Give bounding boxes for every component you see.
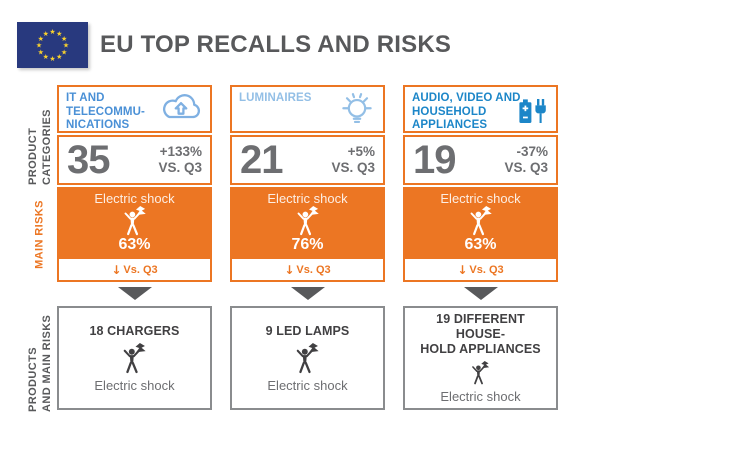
product-risk-label: Electric shock — [440, 389, 521, 404]
product-box: 19 DIFFERENT HOUSE- HOLD APPLIANCES Elec… — [403, 306, 558, 410]
svg-text:★: ★ — [56, 53, 62, 61]
flow-arrow-icon — [463, 287, 498, 300]
category-columns: IT AND TELECOMMU- NICATIONS 35 +133% VS.… — [57, 85, 558, 410]
risk-trend-box: ↓ Vs. Q3 — [230, 257, 385, 282]
product-name: 19 DIFFERENT HOUSE- HOLD APPLIANCES — [420, 312, 541, 356]
electric-shock-icon — [123, 206, 147, 236]
risk-label: Electric shock — [94, 191, 175, 206]
electric-shock-icon — [296, 342, 320, 373]
svg-text:★: ★ — [56, 30, 62, 38]
page-title: EU TOP RECALLS AND RISKS — [100, 31, 452, 58]
electric-shock-icon — [472, 361, 490, 385]
recall-count: 35 — [67, 137, 110, 182]
recall-change: +5% VS. Q3 — [331, 144, 375, 175]
section-label-products-and-main-risks: PRODUCTS AND MAIN RISKS — [26, 302, 54, 412]
section-label-line: PRODUCT — [27, 127, 39, 185]
category-box: AUDIO, VIDEO AND HOUSEHOLD APPLIANCES — [403, 85, 558, 133]
section-label-line: AND MAIN RISKS — [41, 314, 54, 412]
risk-trend-label: Vs. Q3 — [123, 263, 158, 276]
recall-count-box: 21 +5% VS. Q3 — [230, 135, 385, 185]
svg-text:★: ★ — [49, 55, 55, 63]
product-name: 9 LED LAMPS — [265, 323, 350, 338]
flow-arrow-icon — [117, 287, 152, 300]
category-title: AUDIO, VIDEO AND HOUSEHOLD APPLIANCES — [412, 92, 521, 132]
risk-label: Electric shock — [440, 191, 521, 206]
svg-text:★: ★ — [61, 35, 67, 43]
down-arrow-icon: ↓ — [284, 262, 295, 277]
section-label-line: PRODUCTS — [27, 347, 39, 412]
eu-flag-icon: ★ ★ ★ ★ ★ ★ ★ ★ ★ ★ ★ ★ — [17, 22, 88, 68]
risk-trend-box: ↓ Vs. Q3 — [57, 257, 212, 282]
svg-text:★: ★ — [63, 42, 69, 50]
recall-count: 21 — [240, 137, 283, 182]
svg-text:★: ★ — [38, 48, 44, 56]
recall-count-box: 35 +133% VS. Q3 — [57, 135, 212, 185]
main-risk-box: Electric shock 63% — [57, 187, 212, 257]
recall-count: 19 — [413, 137, 456, 182]
risk-trend-label: Vs. Q3 — [296, 263, 331, 276]
recall-count-box: 19 -37% VS. Q3 — [403, 135, 558, 185]
product-box: 9 LED LAMPS Electric shock — [230, 306, 385, 410]
category-title: LUMINAIRES — [239, 92, 312, 104]
product-box: 18 CHARGERS Electric shock — [57, 306, 212, 410]
column-luminaires: LUMINAIRES 21 +5% VS. Q3 — [230, 85, 385, 410]
lightbulb-icon — [337, 90, 377, 137]
section-label-line: CATEGORIES — [41, 109, 54, 185]
svg-text:★: ★ — [36, 42, 42, 50]
product-risk-label: Electric shock — [267, 377, 348, 393]
product-risk-label: Electric shock — [94, 377, 175, 393]
main-risk-box: Electric shock 63% — [403, 187, 558, 257]
flow-arrow-icon — [290, 287, 325, 300]
risk-trend-box: ↓ Vs. Q3 — [403, 257, 558, 282]
risk-trend-label: Vs. Q3 — [469, 263, 504, 276]
electric-shock-icon — [296, 206, 320, 236]
svg-text:★: ★ — [43, 53, 49, 61]
risk-percentage: 76% — [291, 236, 324, 253]
svg-text:★: ★ — [43, 30, 49, 38]
svg-text:★: ★ — [38, 35, 44, 43]
column-audio-video-household: AUDIO, VIDEO AND HOUSEHOLD APPLIANCES — [403, 85, 558, 410]
electric-shock-icon — [469, 206, 493, 236]
battery-plug-icon — [517, 95, 549, 132]
category-box: IT AND TELECOMMU- NICATIONS — [57, 85, 212, 133]
risk-percentage: 63% — [118, 236, 151, 253]
electric-shock-icon — [123, 342, 147, 373]
cloud-upload-icon — [159, 91, 203, 127]
recall-change: +133% VS. Q3 — [158, 144, 202, 175]
product-name: 18 CHARGERS — [89, 323, 180, 338]
category-box: LUMINAIRES — [230, 85, 385, 133]
section-label-product-categories: PRODUCT CATEGORIES — [26, 85, 54, 185]
svg-text:★: ★ — [49, 28, 55, 36]
risk-label: Electric shock — [267, 191, 348, 206]
risk-percentage: 63% — [464, 236, 497, 253]
section-label-main-risks: MAIN RISKS — [33, 200, 46, 269]
down-arrow-icon: ↓ — [111, 262, 122, 277]
category-title: IT AND TELECOMMU- NICATIONS — [66, 92, 145, 132]
column-it-telecom: IT AND TELECOMMU- NICATIONS 35 +133% VS.… — [57, 85, 212, 410]
main-risk-box: Electric shock 76% — [230, 187, 385, 257]
svg-text:★: ★ — [61, 48, 67, 56]
down-arrow-icon: ↓ — [457, 262, 468, 277]
recall-change: -37% VS. Q3 — [504, 144, 548, 175]
